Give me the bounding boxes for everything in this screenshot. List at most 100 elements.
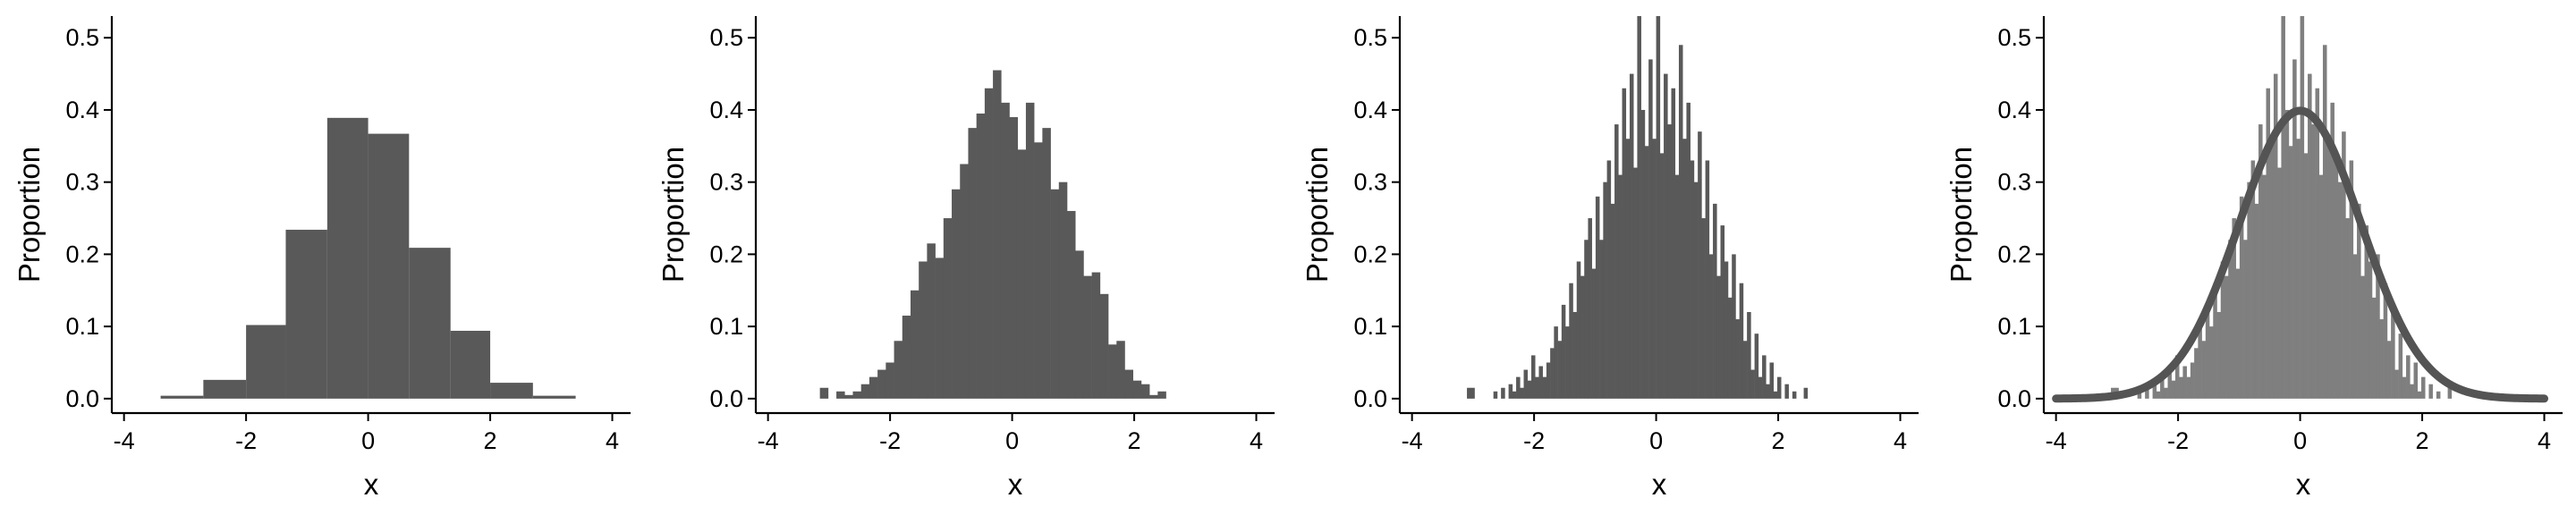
histogram-bar [1766, 384, 1770, 399]
histogram-bar [2383, 283, 2388, 399]
histogram-bar [2342, 131, 2346, 399]
histogram-bar [1001, 102, 1010, 399]
histogram-bar [1493, 391, 1498, 399]
histogram-bar [2292, 59, 2297, 399]
histogram-bar [490, 383, 533, 399]
histogram-bar [1058, 182, 1068, 399]
histogram-bar [2417, 391, 2422, 399]
y-tick-label: 0.3 [65, 169, 99, 196]
x-tick-label: 2 [1772, 427, 1785, 454]
histogram-bar [1527, 380, 1532, 399]
histogram-bar [285, 229, 327, 399]
y-axis-title: Proportion [1301, 147, 1334, 283]
y-tick-label: 0.1 [1353, 313, 1387, 340]
histogram-bar [1520, 387, 1524, 399]
histogram-bar [2243, 240, 2248, 399]
y-tick-label: 0.0 [709, 385, 743, 412]
histogram-bar [819, 387, 829, 399]
histogram-bar [2232, 218, 2236, 399]
histogram-bar [2300, 16, 2305, 399]
histogram-bar [1701, 218, 1706, 399]
histogram-bar [2322, 45, 2327, 399]
histogram-bar [2179, 376, 2183, 399]
y-tick-label: 0.2 [65, 241, 99, 267]
histogram-bar [2349, 160, 2354, 399]
histogram-bar [1671, 88, 1676, 399]
y-tick-label: 0.4 [65, 97, 99, 123]
x-tick-label: 2 [1128, 427, 1141, 454]
histogram-bars [1467, 16, 1809, 399]
histogram-bar [1535, 376, 1539, 399]
histogram-bar [1742, 341, 1748, 399]
histogram-bar [869, 376, 878, 399]
histogram-bar [246, 325, 286, 399]
x-tick-label: -2 [879, 427, 901, 454]
histogram-bar [2164, 387, 2168, 399]
histogram-bar [1678, 45, 1683, 399]
histogram-bar [2247, 182, 2251, 399]
histogram-bar [1108, 344, 1117, 399]
histogram-bar [2281, 16, 2285, 399]
histogram-bar [2262, 174, 2267, 399]
histogram-bar [2152, 384, 2157, 399]
histogram-bar [1644, 146, 1649, 399]
histogram-bar [2186, 376, 2191, 399]
histogram-bar [2447, 387, 2453, 399]
histogram-bar [1591, 268, 1597, 399]
histogram-bar [2368, 261, 2373, 399]
histogram-bar [160, 395, 204, 399]
histogram-bar [1075, 250, 1084, 399]
histogram-bars [2111, 16, 2453, 399]
x-tick-label: -4 [2046, 427, 2067, 454]
histogram-bar [2402, 376, 2407, 399]
histogram-bar [1769, 362, 1775, 399]
histogram-bar [1083, 275, 1092, 399]
x-tick-label: -2 [1523, 427, 1545, 454]
histogram-bar [2145, 387, 2149, 399]
x-tick-label: 0 [361, 427, 375, 454]
histogram-bar [2160, 376, 2165, 399]
histogram-bar [844, 394, 853, 399]
histogram-bar [1682, 139, 1687, 399]
histogram-bar [1739, 283, 1744, 399]
chart-panel-4: 0.0 0.1 0.2 0.3 0.4 0.5 -4 -2 0 2 4 x Proportion [1945, 16, 2563, 501]
histogram-bar [1716, 275, 1721, 399]
histogram-bar [1747, 311, 1751, 399]
histogram-bar [2379, 319, 2384, 399]
histogram-bar [1530, 355, 1536, 399]
chart-panel-1: 0.0 0.1 0.2 0.3 0.4 0.5 -4 -2 0 2 4 x Proportion [13, 16, 631, 501]
histogram-bar [2174, 355, 2180, 399]
histogram-bar [2209, 326, 2214, 399]
histogram-bar [2273, 73, 2278, 399]
histogram-bar [1640, 109, 1646, 399]
histogram-bar [1042, 128, 1051, 399]
histogram-bar [968, 128, 977, 399]
y-tick-label: 0.2 [709, 241, 743, 267]
x-tick-label: 4 [1894, 427, 1907, 454]
histogram-bar [1603, 182, 1607, 399]
x-tick-label: -2 [235, 427, 257, 454]
histogram-bar [2277, 167, 2282, 399]
histogram-bar [1698, 131, 1702, 399]
histogram-bar [2137, 391, 2142, 399]
histogram-bar [2167, 369, 2173, 399]
histogram-bar [1750, 369, 1755, 399]
y-tick-label: 0.5 [1353, 24, 1387, 51]
histogram-bar [1516, 376, 1521, 399]
histogram-bar [2318, 174, 2324, 399]
histogram-bar [910, 290, 919, 399]
x-tick-label: 4 [1250, 427, 1263, 454]
histogram-bar [2337, 182, 2343, 399]
histogram-bar [2330, 102, 2334, 399]
y-tick-label: 0.0 [1353, 385, 1387, 412]
histogram-bar [2216, 311, 2222, 399]
histogram-bar [1576, 261, 1581, 399]
histogram-bar [1656, 16, 1661, 399]
y-tick-label: 0.3 [1997, 169, 2031, 196]
histogram-bar [976, 113, 986, 399]
histogram-bar [2224, 275, 2229, 399]
histogram-bar [2352, 254, 2358, 399]
histogram-bar [2398, 333, 2403, 399]
histogram-bar [1622, 88, 1627, 399]
histogram-bar [1501, 387, 1505, 399]
